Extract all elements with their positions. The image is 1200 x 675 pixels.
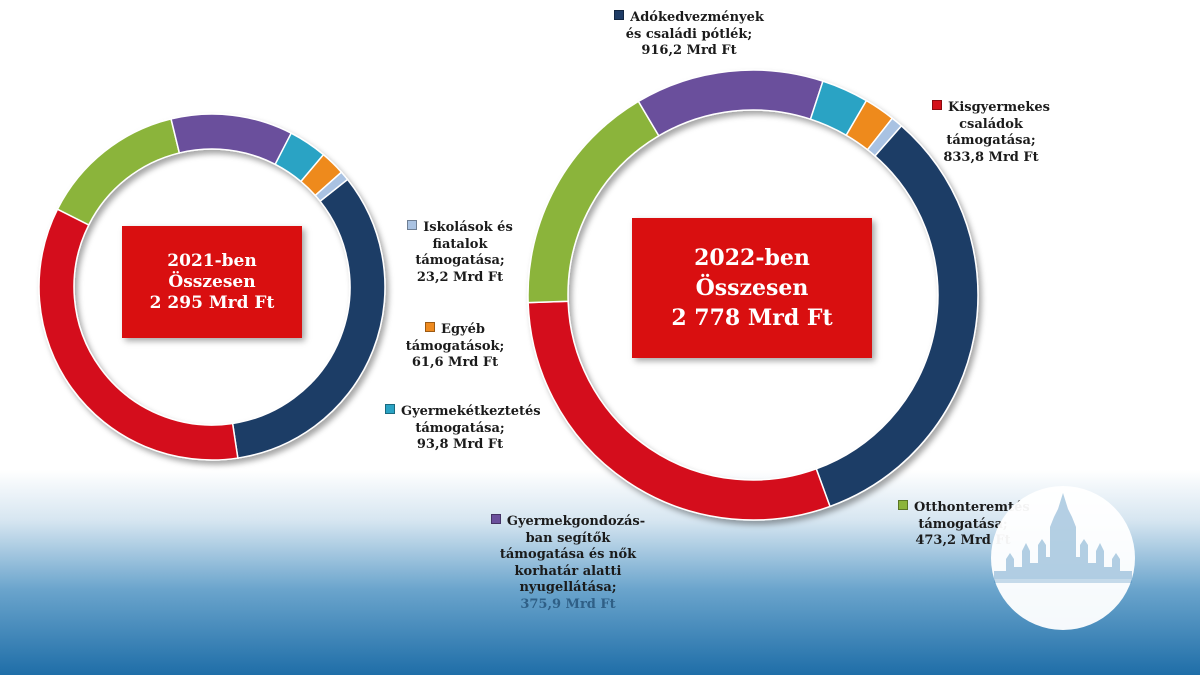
- donut-2021: [38, 113, 386, 461]
- label-iskolasok-line3: támogatása;: [415, 253, 505, 268]
- legend-marker-egyeb: [425, 322, 436, 332]
- total-2022-year: 2022-ben: [694, 245, 810, 271]
- legend-marker-gyermekgondozas: [490, 514, 501, 524]
- label-gyermekgondozas-line3: támogatása és nők: [499, 547, 637, 562]
- label-gyermekeketeztetes: Gyermekétkeztetés támogatása; 93,8 Mrd F…: [385, 404, 541, 454]
- label-adokedvezmenyek-line2: és családi pótlék;: [625, 26, 753, 42]
- label-gyermekgondozas-value: 375,9 Mrd Ft: [520, 596, 616, 612]
- label-otthonteremtes: Otthonteremtés támogatása; 473,2 Mrd Ft: [898, 500, 1030, 550]
- label-adokedvezmenyek-line1: Adókedvezmények: [630, 10, 764, 25]
- label-gyermekgondozas-line1: Gyermekgondozás-: [506, 514, 646, 529]
- label-gyermekeketeztetes-line1: Gyermekétkeztetés: [401, 404, 541, 419]
- total-2022-value: 2 778 Mrd Ft: [671, 305, 833, 331]
- label-egyeb-line1: Egyéb: [441, 322, 485, 337]
- legend-marker-adokedvezmenyek: [614, 10, 625, 20]
- total-2021-value: 2 295 Mrd Ft: [149, 292, 275, 313]
- legend-marker-iskolasok: [407, 220, 418, 230]
- total-2022-label: Összesen: [695, 275, 809, 301]
- legend-marker-gyermekeketeztetes: [385, 404, 395, 414]
- label-iskolasok-line1: Iskolások és: [423, 220, 513, 235]
- label-egyeb: Egyéb támogatások; 61,6 Mrd Ft: [395, 322, 515, 372]
- slice-2021-gyermekgondozas: [170, 113, 293, 166]
- label-kisgyermekes-line1: Kisgyermekes: [948, 100, 1050, 115]
- total-box-2022: 2022-ben Összesen 2 778 Mrd Ft: [632, 218, 872, 358]
- label-egyeb-value: 61,6 Mrd Ft: [411, 355, 499, 370]
- label-adokedvezmenyek: Adókedvezmények és családi pótlék; 916,2…: [614, 10, 764, 60]
- label-gyermekgondozas-line4: korhatár alatti: [514, 563, 622, 579]
- total-2021-year: 2021-ben: [167, 250, 257, 271]
- label-gyermekeketeztetes-value: 93,8 Mrd Ft: [416, 437, 504, 452]
- label-kisgyermekes-line2: családok: [959, 116, 1023, 132]
- label-kisgyermekes: Kisgyermekes családok támogatása; 833,8 …: [926, 100, 1056, 166]
- label-gyermekgondozas-line5: nyugellátása;: [519, 580, 617, 595]
- label-kisgyermekes-value: 833,8 Mrd Ft: [943, 149, 1039, 165]
- parliament-logo-icon: [991, 486, 1135, 630]
- slice-2021-otthonteremtes: [56, 118, 181, 226]
- label-gyermekeketeztetes-line2: támogatása;: [415, 420, 505, 436]
- label-otthonteremtes-line1: Otthonteremtés: [914, 500, 1030, 515]
- label-adokedvezmenyek-value: 916,2 Mrd Ft: [641, 43, 737, 58]
- label-egyeb-line2: támogatások;: [405, 338, 505, 354]
- label-iskolasok-value: 23,2 Mrd Ft: [416, 269, 504, 285]
- label-otthonteremtes-line2: támogatása;: [918, 516, 1008, 532]
- total-box-2021: 2021-ben Összesen 2 295 Mrd Ft: [122, 226, 302, 338]
- label-kisgyermekes-line3: támogatása;: [946, 133, 1036, 148]
- slice-2022-gyermekgondozas: [637, 69, 824, 137]
- label-gyermekgondozas: Gyermekgondozás- ban segítők támogatása …: [488, 514, 648, 613]
- label-otthonteremtes-value: 473,2 Mrd Ft: [915, 533, 1011, 548]
- legend-marker-kisgyermekes: [932, 100, 943, 110]
- label-gyermekgondozas-line2: ban segítők: [525, 530, 611, 546]
- legend-marker-otthonteremtes: [898, 500, 908, 510]
- label-iskolasok: Iskolások és fiatalok támogatása; 23,2 M…: [405, 220, 515, 286]
- donut-2022: [527, 69, 979, 521]
- slice-2021-iskolasok: [314, 171, 349, 203]
- label-iskolasok-line2: fiatalok: [432, 236, 488, 252]
- total-2021-label: Összesen: [168, 271, 256, 292]
- slice-2022-iskolasok: [866, 117, 903, 157]
